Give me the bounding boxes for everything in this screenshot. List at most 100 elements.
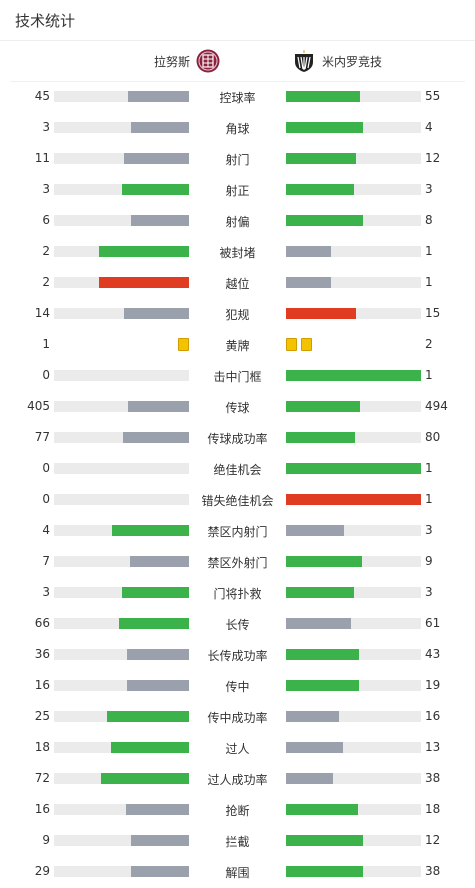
stat-row: 66 长传 61 (0, 608, 475, 639)
stat-label: 传中成功率 (207, 711, 268, 725)
home-stat-value: 45 (34, 89, 50, 103)
home-stat-fill (112, 525, 189, 536)
away-stat-bar (286, 866, 421, 877)
away-stat-bar (286, 463, 421, 474)
home-stat-value: 6 (42, 213, 50, 227)
yellow-card-icon (301, 338, 312, 351)
stat-row: 77 传球成功率 80 (0, 422, 475, 453)
away-stat-bar (286, 432, 421, 443)
stat-label: 击中门框 (213, 370, 262, 384)
stat-label: 门将扑救 (213, 587, 262, 601)
home-stat-value: 0 (42, 461, 50, 475)
home-stat-value: 11 (34, 151, 50, 165)
home-stat-bar (54, 711, 189, 722)
yellow-card-icon (286, 338, 297, 351)
away-stat-value: 8 (425, 213, 433, 227)
home-stat-fill (124, 308, 189, 319)
stat-row: 9 拦截 12 (0, 825, 475, 856)
home-stat-fill (124, 153, 189, 164)
away-stat-bar (286, 277, 421, 288)
away-stat-fill (286, 463, 421, 474)
away-stat-bar (286, 246, 421, 257)
home-stat-fill (130, 215, 189, 226)
away-stat-fill (286, 401, 361, 412)
home-stat-bar (54, 277, 189, 288)
home-stat-value: 3 (42, 182, 50, 196)
away-stat-fill (286, 804, 358, 815)
stat-row: 1 黄牌 2 (0, 329, 475, 360)
stat-label: 绝佳机会 (213, 463, 262, 477)
away-stat-fill (286, 432, 355, 443)
away-stat-fill (286, 91, 361, 102)
away-stat-bar (286, 525, 421, 536)
stat-row: 3 射正 3 (0, 174, 475, 205)
home-stat-fill (129, 556, 189, 567)
home-stat-fill (125, 804, 189, 815)
stat-label: 解围 (225, 866, 250, 880)
home-stat-value: 3 (42, 585, 50, 599)
teams-row: 拉努斯 米内罗竞技 (10, 41, 465, 82)
home-stat-fill (98, 246, 189, 257)
away-stat-fill (286, 587, 354, 598)
home-stat-bar (54, 370, 189, 381)
home-stat-fill (122, 432, 189, 443)
away-stat-value: 38 (425, 864, 441, 878)
home-stat-fill (98, 277, 189, 288)
home-stat-bar (54, 804, 189, 815)
atletico-mineiro-crest-icon (295, 49, 313, 72)
home-stat-value: 72 (34, 771, 50, 785)
away-stat-bar (286, 649, 421, 660)
away-stat-value: 55 (425, 89, 441, 103)
away-stat-bar (286, 773, 421, 784)
home-stat-bar (54, 618, 189, 629)
away-stat-fill (286, 525, 345, 536)
away-stat-fill (286, 122, 363, 133)
home-stat-fill (110, 742, 189, 753)
stat-row: 11 射门 12 (0, 143, 475, 174)
home-stat-value: 4 (42, 523, 50, 537)
away-stat-fill (286, 277, 331, 288)
away-stat-value: 38 (425, 771, 441, 785)
away-stat-bar (286, 308, 421, 319)
away-stat-value: 18 (425, 802, 441, 816)
stat-label: 传球 (225, 401, 250, 415)
away-stat-value: 3 (425, 182, 433, 196)
stat-row: 16 抢断 18 (0, 794, 475, 825)
stat-label: 长传成功率 (207, 649, 268, 663)
away-stat-value: 2 (425, 337, 433, 351)
stat-row: 3 角球 4 (0, 112, 475, 143)
home-stat-value: 7 (42, 554, 50, 568)
home-stat-bar (54, 215, 189, 226)
stats-header: 技术统计 (0, 0, 475, 41)
away-stat-fill (286, 835, 363, 846)
stat-row: 72 过人成功率 38 (0, 763, 475, 794)
away-stat-value: 12 (425, 151, 441, 165)
away-stat-fill (286, 556, 362, 567)
stat-label: 传中 (225, 680, 250, 694)
away-stat-value: 1 (425, 461, 433, 475)
home-stat-fill (126, 649, 189, 660)
home-team: 拉努斯 (154, 49, 220, 73)
away-stat-value: 1 (425, 492, 433, 506)
home-stat-bar (54, 742, 189, 753)
stat-label: 控球率 (219, 91, 256, 105)
away-stat-fill (286, 680, 359, 691)
away-stat-fill (286, 866, 363, 877)
stat-row: 18 过人 13 (0, 732, 475, 763)
home-stat-bar (54, 525, 189, 536)
home-stat-fill (106, 711, 189, 722)
home-stat-bar (54, 91, 189, 102)
home-stat-value: 3 (42, 120, 50, 134)
away-stat-value: 15 (425, 306, 441, 320)
away-stat-fill (286, 184, 354, 195)
home-stat-value: 2 (42, 275, 50, 289)
away-stat-value: 16 (425, 709, 441, 723)
away-stat-bar (286, 742, 421, 753)
home-stat-bar (54, 153, 189, 164)
away-stat-value: 494 (425, 399, 448, 413)
home-stat-value: 16 (34, 802, 50, 816)
home-stat-value: 29 (34, 864, 50, 878)
home-stat-bar (54, 773, 189, 784)
away-stat-bar (286, 153, 421, 164)
home-stat-bar (54, 122, 189, 133)
